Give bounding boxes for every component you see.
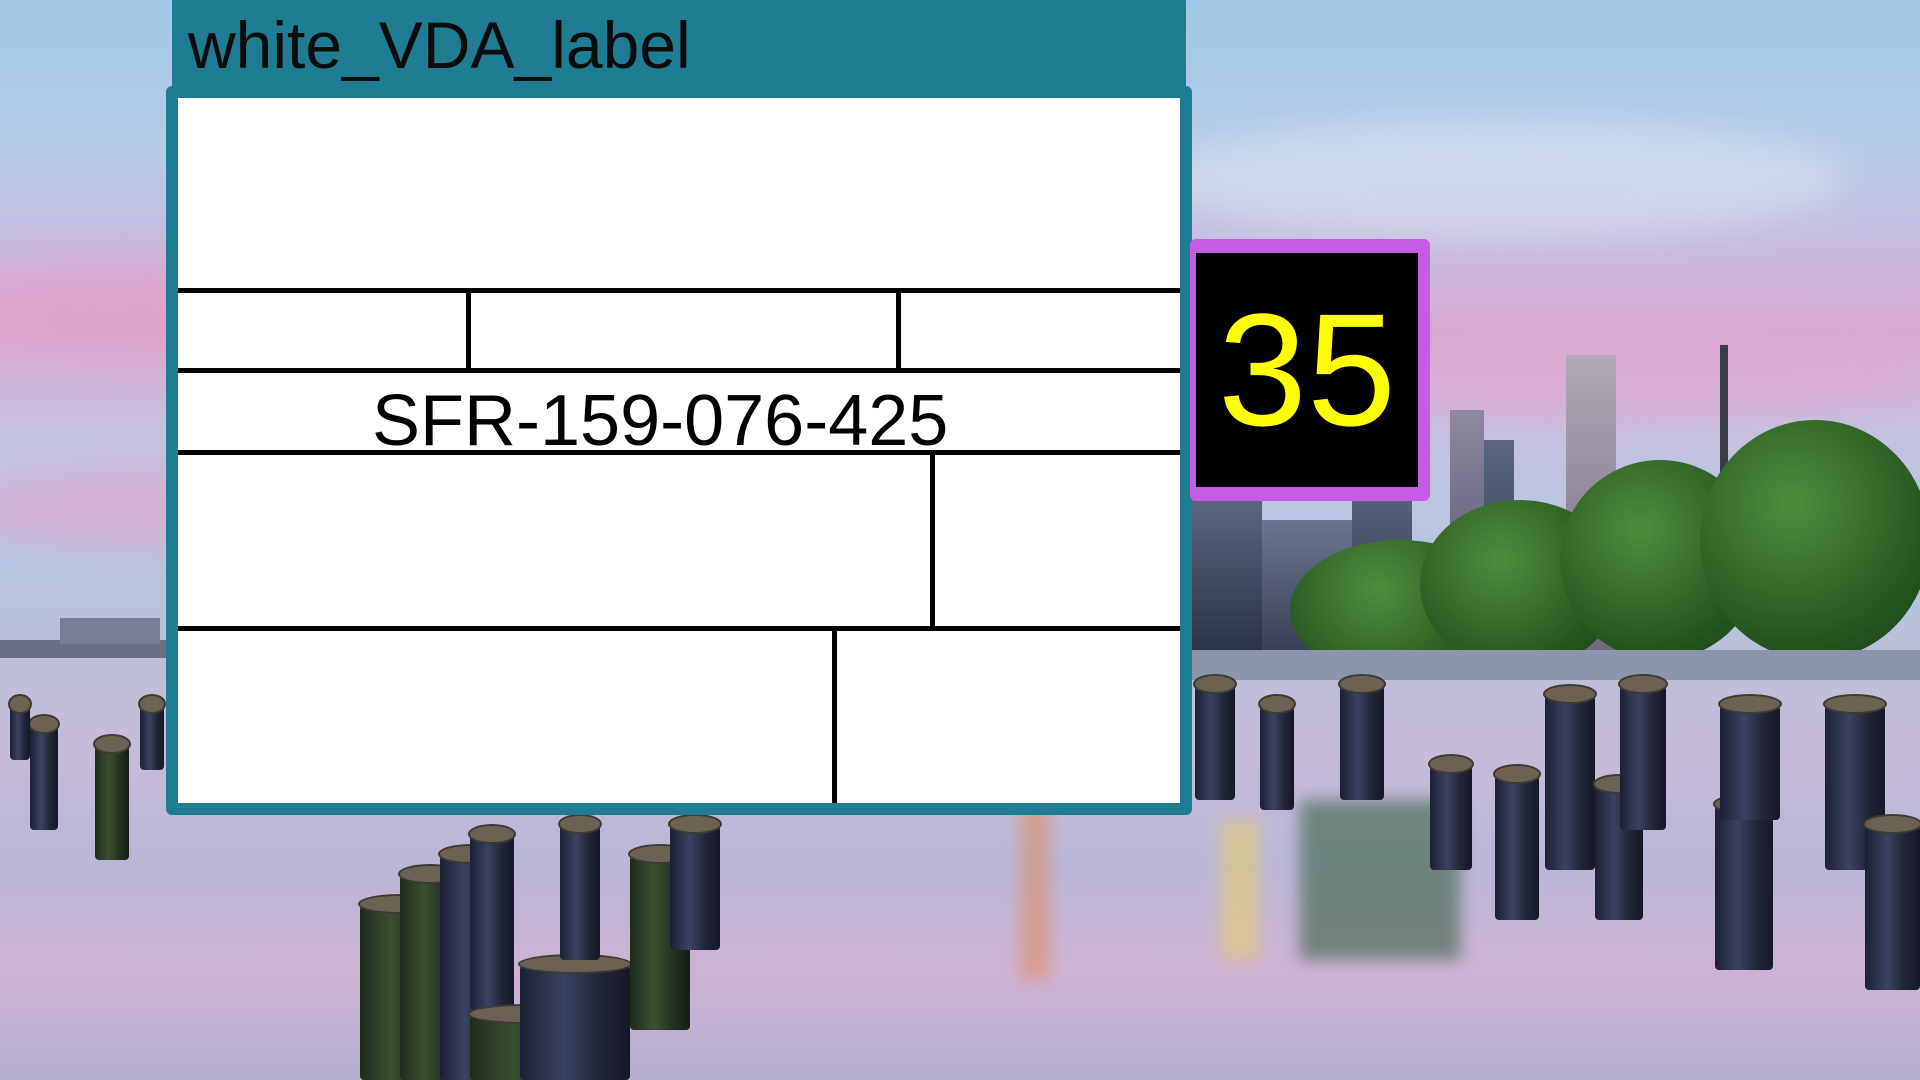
pier-piling (1713, 794, 1775, 970)
label-divider-line (896, 288, 901, 373)
pier-piling (1718, 694, 1782, 820)
pier-piling (28, 714, 60, 830)
window-title-bar[interactable]: white_VDA_label (172, 0, 1186, 92)
pier-piling (1543, 684, 1597, 870)
pier-piling (138, 694, 166, 770)
counter-value: 35 (1218, 280, 1396, 459)
water-reflection (1020, 800, 1050, 980)
pier-piling (1493, 764, 1541, 920)
label-divider-line (832, 626, 837, 803)
pier-piling (1193, 674, 1237, 800)
window-title: white_VDA_label (188, 8, 691, 82)
label-divider-line (466, 288, 471, 373)
pier-piling (1338, 674, 1386, 800)
water-reflection (1220, 820, 1260, 960)
pier-piling (518, 954, 632, 1080)
label-window: white_VDA_label SFR-159-076-425 (166, 0, 1192, 815)
pier-piling (1428, 754, 1474, 870)
label-divider-line (178, 626, 1180, 631)
pier-piling (558, 814, 602, 960)
distant-shore (0, 640, 170, 658)
skyline-building (1192, 500, 1262, 650)
sky-cloud (1150, 120, 1850, 240)
pier-piling (1258, 694, 1296, 810)
label-divider-line (178, 450, 1180, 455)
label-divider-line (930, 450, 935, 631)
label-divider-line (178, 368, 1180, 373)
part-number-text: SFR-159-076-425 (372, 381, 949, 461)
label-divider-line (178, 288, 1180, 293)
distant-building (60, 618, 160, 644)
window-frame: SFR-159-076-425 (166, 86, 1192, 815)
pier-piling (668, 814, 722, 950)
pier-piling (8, 694, 32, 760)
rocky-shore (1190, 650, 1920, 680)
tree (1700, 420, 1920, 660)
pier-piling (1863, 814, 1920, 990)
vda-label-canvas[interactable]: SFR-159-076-425 (178, 98, 1180, 803)
counter-display: 35 (1196, 253, 1418, 487)
pier-piling (1618, 674, 1668, 830)
pier-piling (468, 824, 516, 1010)
pier-piling (1593, 774, 1645, 920)
pier-piling (93, 734, 131, 860)
counter-badge: 35 (1190, 239, 1430, 501)
